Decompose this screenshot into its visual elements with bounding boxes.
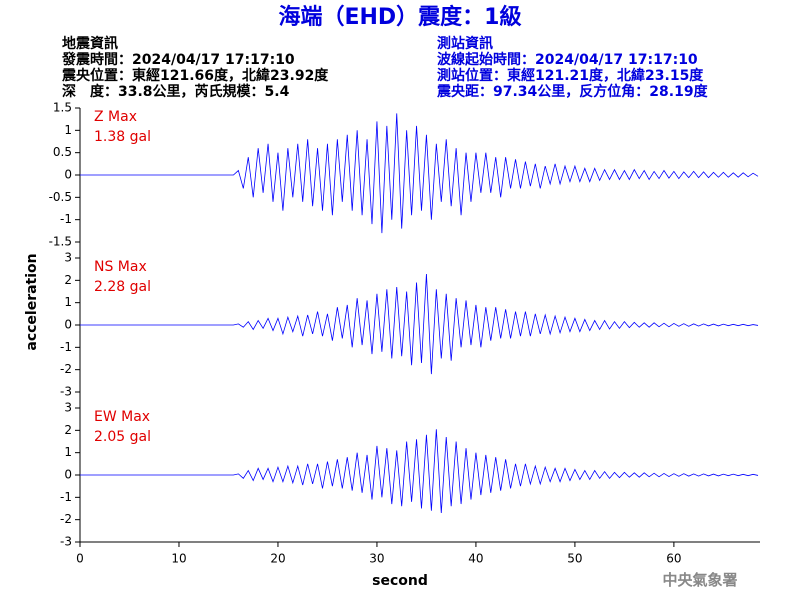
panel-peak: 2.28 gal <box>94 279 151 295</box>
y-tick-label: 0 <box>64 168 72 182</box>
x-tick-label: 50 <box>567 552 582 566</box>
x-tick-label: 60 <box>666 552 681 566</box>
y-axis-label: acceleration <box>24 253 40 350</box>
title: 海端（EHD）震度：1級 <box>278 4 521 30</box>
y-tick-label: -1.5 <box>49 235 72 249</box>
y-tick-label: 1 <box>64 123 72 137</box>
panel-name: NS Max <box>94 259 147 275</box>
y-tick-label: 3 <box>64 251 72 265</box>
waveform <box>80 113 759 234</box>
x-tick-label: 20 <box>270 552 285 566</box>
y-tick-label: 0 <box>64 468 72 482</box>
y-tick-label: 1.5 <box>53 101 72 115</box>
panel-peak: 2.05 gal <box>94 429 151 445</box>
y-tick-label: 1 <box>64 295 72 309</box>
panel-peak: 1.38 gal <box>94 129 151 145</box>
y-tick-label: 3 <box>64 401 72 415</box>
y-tick-label: -3 <box>60 535 72 549</box>
y-tick-label: -1 <box>60 340 72 354</box>
y-tick-label: -2 <box>60 362 72 376</box>
info-right: 波線起始時間：2024/04/17 17:17:10 <box>437 51 698 68</box>
x-tick-label: 10 <box>171 552 186 566</box>
info-right: 測站位置：東經121.21度，北緯23.15度 <box>437 67 704 84</box>
panel-name: Z Max <box>94 109 137 125</box>
y-tick-label: 1 <box>64 445 72 459</box>
info-left: 震央位置：東經121.66度，北緯23.92度 <box>61 67 329 84</box>
x-tick-label: 40 <box>468 552 483 566</box>
y-tick-label: 0.5 <box>53 145 72 159</box>
info-left: 地震資訊 <box>62 35 118 52</box>
info-left: 發震時間：2024/04/17 17:17:10 <box>61 51 295 68</box>
y-tick-label: 2 <box>64 273 72 287</box>
x-axis-label: second <box>372 573 428 589</box>
y-tick-label: -1 <box>60 490 72 504</box>
info-right: 震央距：97.34公里，反方位角：28.19度 <box>436 83 709 100</box>
footer: 中央氣象署 <box>662 571 737 589</box>
panel-name: EW Max <box>94 409 150 425</box>
x-tick-label: 30 <box>369 552 384 566</box>
y-tick-label: -3 <box>60 385 72 399</box>
info-left: 深 度：33.8公里，芮氏規模：5.4 <box>62 83 290 100</box>
waveform <box>80 274 759 375</box>
x-tick-label: 0 <box>76 552 84 566</box>
y-tick-label: -0.5 <box>49 190 72 204</box>
y-tick-label: -2 <box>60 512 72 526</box>
y-tick-label: -1 <box>60 212 72 226</box>
y-tick-label: 0 <box>64 318 72 332</box>
waveform <box>80 429 759 513</box>
info-right: 測站資訊 <box>437 35 493 52</box>
y-tick-label: 2 <box>64 423 72 437</box>
